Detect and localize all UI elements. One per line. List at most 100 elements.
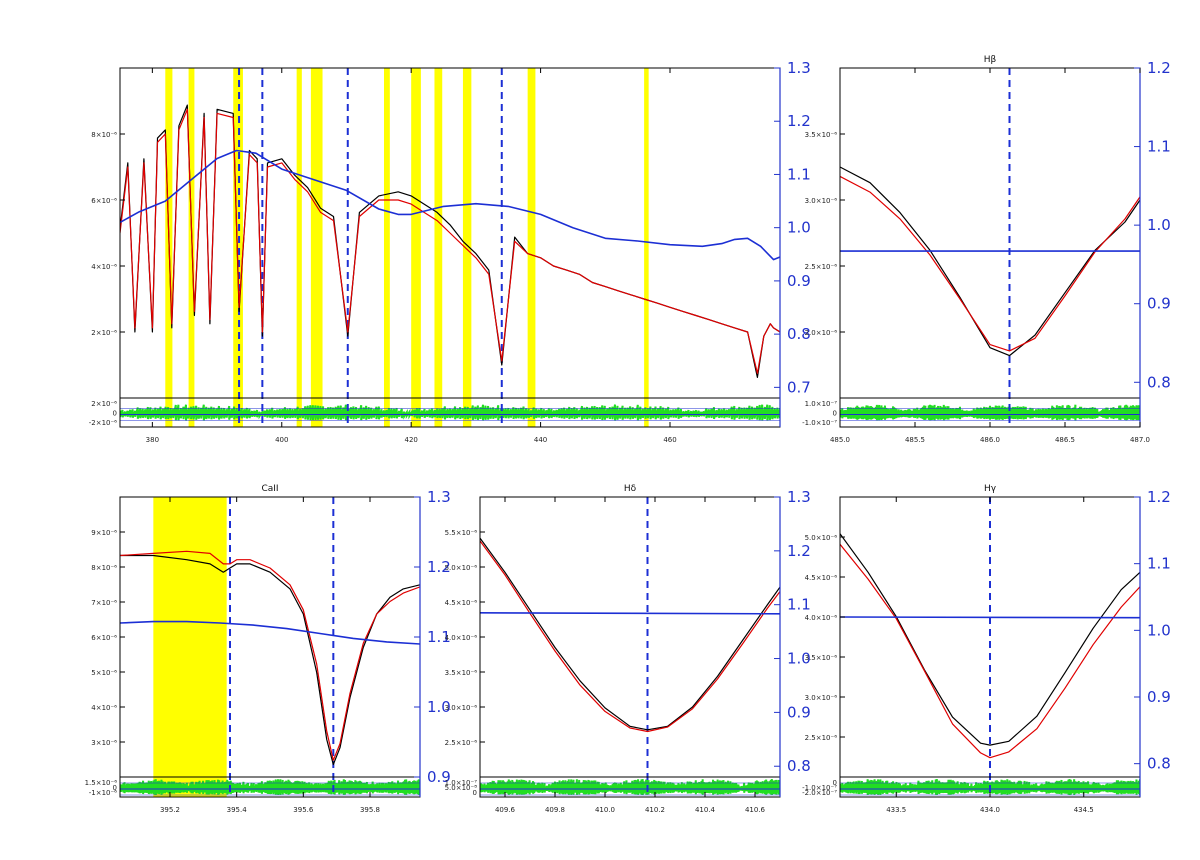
y-tick-label-left: 2.5×10⁻⁶ xyxy=(445,739,478,747)
y-tick-label-right: 1.1 xyxy=(1147,555,1171,573)
y-tick-label-right: 0.9 xyxy=(1147,688,1171,706)
residual-tick-label: 2×10⁻⁶ xyxy=(91,400,117,408)
x-tick-label: 433.5 xyxy=(886,806,906,814)
y-tick-label-right: 1.1 xyxy=(1147,138,1171,156)
y-tick-label-left: 2.0×10⁻⁶ xyxy=(805,329,838,337)
x-tick-label: 485.5 xyxy=(905,436,925,444)
x-tick-label: 410.2 xyxy=(645,806,665,814)
y-tick-label-right: 0.9 xyxy=(1147,295,1171,313)
series-ratio xyxy=(120,620,420,645)
plot-area xyxy=(480,497,780,797)
y-tick-label-right: 1.2 xyxy=(1147,488,1171,506)
y-tick-label-right: 1.2 xyxy=(1147,59,1171,77)
mask-region xyxy=(233,68,243,427)
y-tick-label-right: 0.9 xyxy=(427,768,451,786)
y-tick-label-right: 1.0 xyxy=(1147,216,1171,234)
y-tick-label-left: 3.0×10⁻⁶ xyxy=(445,704,478,712)
mask-region xyxy=(153,497,227,797)
y-tick-label-left: 3.0×10⁻⁶ xyxy=(805,197,838,205)
y-tick-label-right: 1.1 xyxy=(787,596,811,614)
series-model xyxy=(840,543,1140,759)
panel-title: Hγ xyxy=(984,484,997,494)
series-model xyxy=(480,540,780,733)
panel-h-gamma: 433.5 434.0 434.5 2.5×10⁻⁶ 3.0×10⁻⁶ 3.5×10⁻⁶ 4… xyxy=(802,484,1171,814)
y-tick-label-right: 1.2 xyxy=(787,112,811,130)
y-tick-label-left: 5×10⁻⁶ xyxy=(91,669,117,677)
y-tick-label-right: 1.1 xyxy=(787,165,811,183)
y-tick-label-right: 1.2 xyxy=(427,558,451,576)
x-tick-label: 409.6 xyxy=(495,806,516,814)
y-tick-label-left: 3.5×10⁻⁶ xyxy=(445,669,478,677)
residual-tick-label: 1.0×10⁻⁷ xyxy=(805,400,838,408)
y-tick-label-left: 6×10⁻⁶ xyxy=(91,634,117,642)
x-tick-label: 440 xyxy=(534,436,547,444)
y-tick-label-left: 8×10⁻⁶ xyxy=(91,131,117,139)
series-model xyxy=(840,175,1140,352)
series-ratio xyxy=(480,612,780,615)
x-tick-label: 410.0 xyxy=(595,806,615,814)
y-tick-label-left: 9×10⁻⁶ xyxy=(91,529,117,537)
panel-h-beta: 485.0 485.5 486.0 486.5 487.0 2.0×10⁻⁶ 2.5×10⁻… xyxy=(802,55,1171,444)
y-tick-label-right: 0.9 xyxy=(787,272,811,290)
residual-tick-label: 0 xyxy=(473,789,477,797)
mask-region xyxy=(527,68,536,427)
plot-area xyxy=(120,68,780,427)
residual-tick-label: -2.0×10⁻⁷ xyxy=(802,789,837,797)
y-tick-label-right: 0.9 xyxy=(787,703,811,721)
residual-tick-label: -1.0×10⁻⁷ xyxy=(802,784,837,792)
y-tick-label-right: 1.3 xyxy=(787,488,811,506)
y-tick-label-right: 0.8 xyxy=(787,757,811,775)
x-tick-label: 434.0 xyxy=(980,806,1000,814)
y-tick-label-left: 2.5×10⁻⁶ xyxy=(805,734,838,742)
y-tick-label-right: 1.3 xyxy=(787,59,811,77)
y-tick-label-right: 1.1 xyxy=(427,628,451,646)
y-tick-label-left: 3.5×10⁻⁶ xyxy=(805,131,838,139)
y-tick-label-left: 5.5×10⁻⁶ xyxy=(445,529,478,537)
y-tick-label-right: 0.8 xyxy=(787,325,811,343)
series-ratio xyxy=(840,616,1140,619)
residual-band xyxy=(120,779,420,795)
y-tick-label-left: 4.0×10⁻⁶ xyxy=(805,614,838,622)
panel-title: CaII xyxy=(261,484,278,494)
panel-full-spectrum: 380 400 420 440 460 2×10⁻⁶ 4×10⁻⁶ 6×10⁻⁶ 8×10⁻⁶ 0… xyxy=(89,59,811,444)
mask-region xyxy=(462,68,472,427)
mask-region xyxy=(310,68,323,427)
residual-tick-label: 0 xyxy=(113,784,117,792)
residual-tick-label: 5.0×10⁻⁸ xyxy=(445,784,478,792)
y-tick-label-left: 3.5×10⁻⁶ xyxy=(805,654,838,662)
x-tick-label: 395.4 xyxy=(227,806,248,814)
x-tick-label: 460 xyxy=(663,436,676,444)
panel-title: Hδ xyxy=(624,484,637,494)
y-tick-label-left: 3×10⁻⁶ xyxy=(91,739,117,747)
x-tick-label: 486.5 xyxy=(1055,436,1075,444)
residual-band xyxy=(120,404,780,421)
x-tick-label: 395.2 xyxy=(160,806,180,814)
y-tick-label-right: 1.0 xyxy=(427,698,451,716)
series-model xyxy=(120,550,420,761)
y-tick-label-right: 0.8 xyxy=(1147,373,1171,391)
y-tick-label-left: 4.5×10⁻⁶ xyxy=(445,599,478,607)
residual-tick-label: 1.5×10⁻⁶ xyxy=(85,779,118,787)
y-tick-label-left: 4.5×10⁻⁶ xyxy=(805,574,838,582)
y-tick-label-right: 1.0 xyxy=(787,219,811,237)
y-tick-label-left: 5.0×10⁻⁶ xyxy=(445,564,478,572)
y-tick-label-left: 7×10⁻⁶ xyxy=(91,599,117,607)
x-tick-label: 409.8 xyxy=(545,806,565,814)
panel-title: Hβ xyxy=(984,55,997,65)
x-tick-label: 487.0 xyxy=(1130,436,1150,444)
y-tick-label-right: 1.3 xyxy=(427,488,451,506)
x-tick-label: 380 xyxy=(146,436,159,444)
y-tick-label-right: 1.2 xyxy=(787,542,811,560)
residual-tick-label: 0 xyxy=(113,410,117,418)
x-tick-label: 434.5 xyxy=(1074,806,1094,814)
series-observed xyxy=(480,537,780,731)
mask-region xyxy=(296,68,302,427)
y-tick-label-left: 2×10⁻⁶ xyxy=(91,329,117,337)
y-tick-label-right: 1.0 xyxy=(787,650,811,668)
plot-area xyxy=(840,68,1140,427)
y-tick-label-left: 6×10⁻⁶ xyxy=(91,197,117,205)
x-tick-label: 400 xyxy=(275,436,288,444)
y-tick-label-left: 5.0×10⁻⁶ xyxy=(805,534,838,542)
y-tick-label-right: 0.8 xyxy=(1147,755,1171,773)
residual-tick-label: 1.0×10⁻⁷ xyxy=(445,779,478,787)
